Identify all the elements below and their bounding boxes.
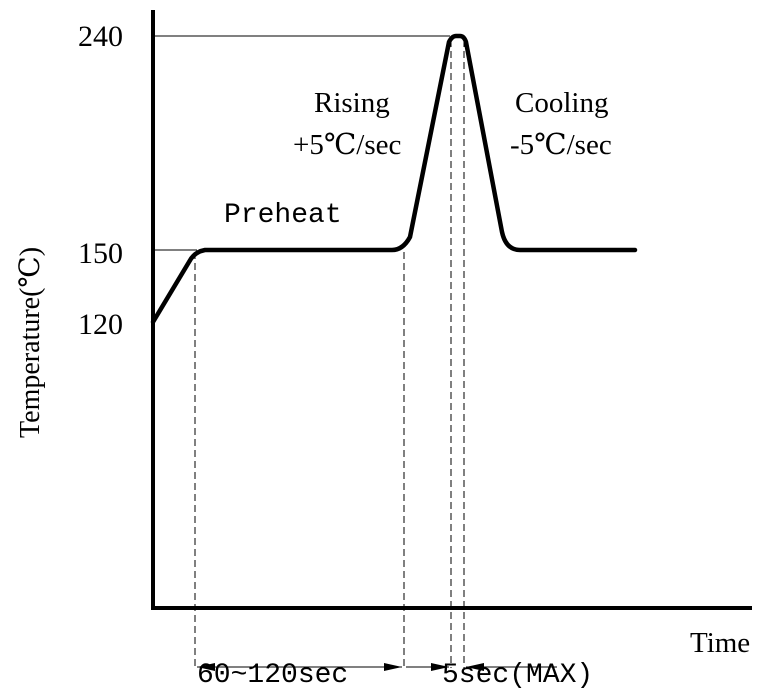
x-axis-title: Time [690, 627, 750, 659]
y-axis-title: Temperature(℃) [15, 247, 46, 438]
preheat-duration-label: 60~120sec [197, 660, 348, 689]
cooling-rate-label: -5℃/sec [510, 129, 612, 161]
rising-rate-label: +5℃/sec [293, 129, 401, 161]
peak-duration-label: 5sec(MAX) [442, 660, 593, 689]
y-tick-150: 150 [78, 237, 123, 270]
cooling-label: Cooling [515, 87, 608, 119]
peak-duration-arrows [406, 663, 557, 671]
rising-label: Rising [314, 87, 390, 119]
temperature-profile-curve [150, 33, 638, 325]
preheat-label: Preheat [224, 200, 342, 231]
preheat-duration-arrow [197, 663, 402, 671]
y-tick-120: 120 [78, 308, 123, 341]
y-tick-240: 240 [78, 20, 123, 53]
